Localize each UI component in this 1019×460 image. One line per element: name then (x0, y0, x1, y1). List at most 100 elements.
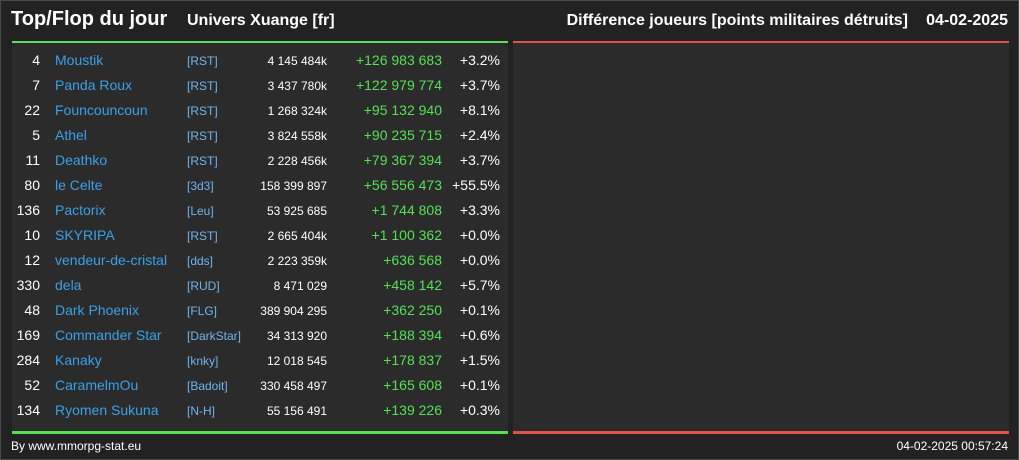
alliance-tag-link[interactable]: [N-H] (187, 404, 215, 418)
player-rank: 10 (24, 227, 40, 243)
percent-change: +0.1% (459, 377, 500, 393)
alliance-tag-link[interactable]: [knky] (187, 354, 219, 368)
table-row: 10 SKYRIPA [RST] 2 665 404k +1 100 362 +0.0% (12, 224, 508, 249)
percent-change: +2.4% (459, 127, 500, 143)
player-points: 330 458 497 (260, 379, 327, 393)
percent-change: +0.1% (459, 302, 500, 318)
player-name-link[interactable]: dela (55, 277, 82, 293)
flop-players-list (513, 43, 1009, 431)
percent-change: +55.5% (452, 177, 500, 193)
alliance-tag-link[interactable]: [DarkStar] (187, 329, 242, 343)
points-difference: +79 367 394 (363, 152, 442, 168)
player-points: 12 018 545 (266, 354, 327, 368)
table-row: 11 Deathko [RST] 2 228 456k +79 367 394 +3.7% (12, 149, 508, 174)
player-points: 158 399 897 (260, 179, 327, 193)
source-link[interactable]: By www.mmorpg-stat.eu (11, 439, 142, 453)
alliance-tag-link[interactable]: [dds] (187, 254, 214, 268)
player-rank: 7 (32, 77, 40, 93)
player-points: 2 665 404k (267, 229, 327, 243)
points-difference: +90 235 715 (363, 127, 442, 143)
top-list-bar-bottom (12, 431, 508, 434)
points-difference: +362 250 (383, 302, 442, 318)
percent-change: +3.2% (459, 52, 500, 68)
alliance-tag-link[interactable]: [RST] (187, 79, 218, 93)
date-label: 04-02-2025 (926, 12, 1008, 29)
percent-change: +3.3% (459, 202, 500, 218)
player-name-link[interactable]: Panda Roux (55, 77, 133, 93)
table-row: 5 Athel [RST] 3 824 558k +90 235 715 +2.4% (12, 124, 508, 149)
player-name-link[interactable]: CaramelmOu (55, 377, 139, 393)
player-points: 8 471 029 (273, 279, 327, 293)
percent-change: +8.1% (459, 102, 500, 118)
player-name-link[interactable]: Moustik (55, 52, 104, 68)
table-row: 330 dela [RUD] 8 471 029 +458 142 +5.7% (12, 274, 508, 299)
alliance-tag-link[interactable]: [RST] (187, 154, 218, 168)
player-name-link[interactable]: SKYRIPA (55, 227, 115, 243)
player-name-link[interactable]: Dark Phoenix (55, 302, 140, 318)
flop-list-bar-bottom (513, 431, 1009, 434)
percent-change: +3.7% (459, 77, 500, 93)
player-name-link[interactable]: Athel (55, 127, 87, 143)
points-difference: +1 744 808 (371, 202, 442, 218)
table-row: 136 Pactorix [Leu] 53 925 685 +1 744 808 +3.3… (12, 199, 508, 224)
points-difference: +458 142 (383, 277, 442, 293)
table-row: 284 Kanaky [knky] 12 018 545 +178 837 +1.5% (12, 349, 508, 374)
alliance-tag-link[interactable]: [FLG] (187, 304, 218, 318)
player-points: 53 925 685 (266, 204, 327, 218)
percent-change: +1.5% (459, 352, 500, 368)
points-difference: +165 608 (383, 377, 442, 393)
player-rank: 134 (16, 402, 40, 418)
alliance-tag-link[interactable]: [3d3] (187, 179, 214, 193)
metric-label: Différence joueurs [points militaires dé… (566, 12, 908, 29)
points-difference: +188 394 (383, 327, 442, 343)
player-rank: 80 (24, 177, 40, 193)
player-name-link[interactable]: le Celte (55, 177, 103, 193)
player-points: 2 228 456k (267, 154, 327, 168)
percent-change: +5.7% (459, 277, 500, 293)
flop-list-bar-top (513, 41, 1009, 44)
player-rank: 12 (24, 252, 40, 268)
player-rank: 4 (32, 52, 40, 68)
player-name-link[interactable]: vendeur-de-cristal (55, 252, 168, 268)
table-row: 4 Moustik [RST] 4 145 484k +126 983 683 +3.2% (12, 49, 508, 74)
timestamp: 04-02-2025 00:57:24 (896, 439, 1008, 453)
percent-change: +3.7% (459, 152, 500, 168)
player-name-link[interactable]: Ryomen Sukuna (55, 402, 159, 418)
player-name-link[interactable]: Deathko (55, 152, 108, 168)
player-points: 55 156 491 (266, 404, 327, 418)
points-difference: +1 100 362 (371, 227, 442, 243)
points-difference: +636 568 (383, 252, 442, 268)
table-row: 48 Dark Phoenix [FLG] 389 904 295 +362 250 +0… (12, 299, 508, 324)
alliance-tag-link[interactable]: [RUD] (187, 279, 220, 293)
percent-change: +0.3% (459, 402, 500, 418)
points-difference: +178 837 (383, 352, 442, 368)
points-difference: +122 979 774 (355, 77, 442, 93)
universe-label: Univers Xuange [fr] (187, 12, 335, 29)
alliance-tag-link[interactable]: [RST] (187, 104, 218, 118)
alliance-tag-link[interactable]: [RST] (187, 129, 218, 143)
player-points: 3 437 780k (267, 79, 327, 93)
table-row: 22 Founcouncoun [RST] 1 268 324k +95 132 940… (12, 99, 508, 124)
player-rank: 48 (24, 302, 40, 318)
player-name-link[interactable]: Kanaky (55, 352, 102, 368)
player-name-link[interactable]: Commander Star (55, 327, 162, 343)
alliance-tag-link[interactable]: [RST] (187, 54, 218, 68)
table-row: 80 le Celte [3d3] 158 399 897 +56 556 473 +55… (12, 174, 508, 199)
player-name-link[interactable]: Founcouncoun (55, 102, 148, 118)
player-points: 2 223 359k (267, 254, 327, 268)
player-rank: 5 (32, 127, 40, 143)
alliance-tag-link[interactable]: [Leu] (187, 204, 214, 218)
points-difference: +126 983 683 (355, 52, 442, 68)
alliance-tag-link[interactable]: [RST] (187, 229, 218, 243)
header: Top/Flop du jour Univers Xuange [fr] Dif… (1, 1, 1018, 41)
page-title: Top/Flop du jour (11, 8, 168, 30)
player-points: 4 145 484k (267, 54, 327, 68)
player-rank: 22 (24, 102, 40, 118)
player-name-link[interactable]: Pactorix (55, 202, 106, 218)
top-list-bar-top (12, 41, 508, 44)
player-rank: 136 (16, 202, 40, 218)
player-rank: 284 (16, 352, 40, 368)
alliance-tag-link[interactable]: [Badoit] (187, 379, 228, 393)
player-points: 389 904 295 (260, 304, 327, 318)
